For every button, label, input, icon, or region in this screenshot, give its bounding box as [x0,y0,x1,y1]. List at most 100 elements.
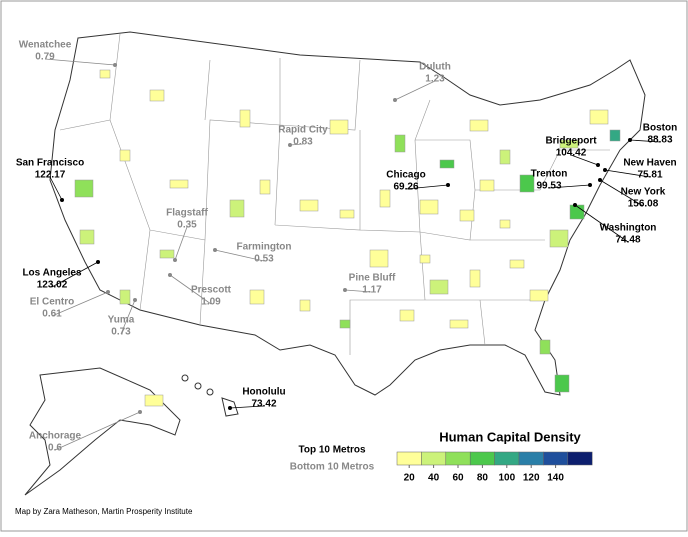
metro-value: 0.83 [293,137,313,148]
metro-marker [213,248,217,252]
legend-tick-label: 80 [477,473,489,484]
metro-name: Chicago [386,170,425,181]
metro-value: 0.53 [254,254,274,265]
metro-name: Prescott [191,285,232,296]
metro-value: 1.09 [201,297,221,308]
metro-area [379,189,391,208]
metro-value: 0.35 [177,220,197,231]
metro-area [144,394,164,407]
metro-value: 99.53 [536,181,561,192]
leader-line [120,299,136,335]
legend-tick-label: 140 [547,473,564,484]
metro-marker [596,163,600,167]
legend-bottom: Bottom 10 Metros [290,462,375,473]
metro-marker [113,63,117,67]
metro-name: Rapid City [278,125,328,136]
metro-marker [138,410,142,414]
metro-name: Yuma [108,315,135,326]
leader-line [574,204,629,243]
legend-top: Top 10 Metros [298,445,365,456]
leader-line [344,289,373,293]
metro-name: Pine Bluff [349,273,396,284]
leader-line [44,58,116,66]
metro-area [419,254,431,264]
metro-area [79,229,95,245]
metro-name: Flagstaff [166,208,208,219]
metro-area [459,209,475,222]
metro-area [299,299,311,312]
metro-area [529,289,549,302]
metro-name: Los Angeles [22,268,82,279]
metro-value: 1.17 [362,285,382,296]
metro-area [429,279,449,295]
metro-area [259,179,271,195]
leader-line [229,405,265,409]
metro-name: Anchorage [29,431,82,442]
leader-line [548,184,591,189]
metro-name: New York [621,187,666,198]
leader-line [51,291,109,317]
leader-line [54,411,141,451]
metro-area [419,199,439,215]
metro-value: 122.17 [35,170,66,181]
metro-area [609,129,621,142]
metro-marker [588,183,592,187]
metro-area [569,204,585,220]
metro-value: 73.42 [251,399,276,410]
leader-line [405,184,449,190]
metro-area [549,229,569,248]
metro-value: 74.48 [615,235,640,246]
metro-areas [74,69,621,407]
metro-area [339,319,351,329]
legend-tick-label: 100 [498,473,515,484]
metro-area [539,339,551,355]
metro-marker [106,290,110,294]
metro-value: 156.08 [628,199,659,210]
leader-line [169,274,212,305]
metro-area [469,269,481,288]
metro-marker [446,183,450,187]
metro-marker [60,198,64,202]
metro-area [239,109,251,128]
metro-area [394,134,406,153]
metro-area [449,319,469,329]
metro-marker [96,260,100,264]
leader-line [51,261,99,288]
legend-tick-label: 40 [428,473,440,484]
metro-marker [598,178,602,182]
metro-area [399,309,415,322]
legend-title: Human Capital Density [439,429,581,444]
credit: Map by Zara Matheson, Martin Prosperity … [15,507,193,516]
legend-tick-label: 20 [404,473,416,484]
metro-name: New Haven [623,158,676,169]
legend-swatch [445,451,471,466]
metro-name: Trenton [531,169,568,180]
legend-tick-label: 60 [452,473,464,484]
metro-value: 0.61 [42,309,62,320]
leader-line [49,176,63,201]
metro-area [119,289,131,305]
leader-line [570,154,599,166]
leader-line [604,169,651,178]
metro-area [159,249,175,259]
metro-area [249,289,265,305]
metro-marker [228,406,232,410]
metro-area [479,179,495,192]
metro-name: Boston [643,123,677,134]
metro-area [169,179,189,189]
metro-area [369,249,389,268]
metro-name: San Francisco [16,158,84,169]
metro-area [589,109,609,125]
leader-line [214,249,265,262]
metro-name: Washington [600,223,657,234]
metro-area [499,219,511,229]
metro-area [339,209,355,219]
legend-swatch [421,451,447,466]
metro-area [149,89,165,102]
metro-area [554,374,570,393]
metro-area [509,259,525,269]
metro-area [229,199,245,218]
metro-marker [168,273,172,277]
metro-value: 88.83 [647,135,672,146]
